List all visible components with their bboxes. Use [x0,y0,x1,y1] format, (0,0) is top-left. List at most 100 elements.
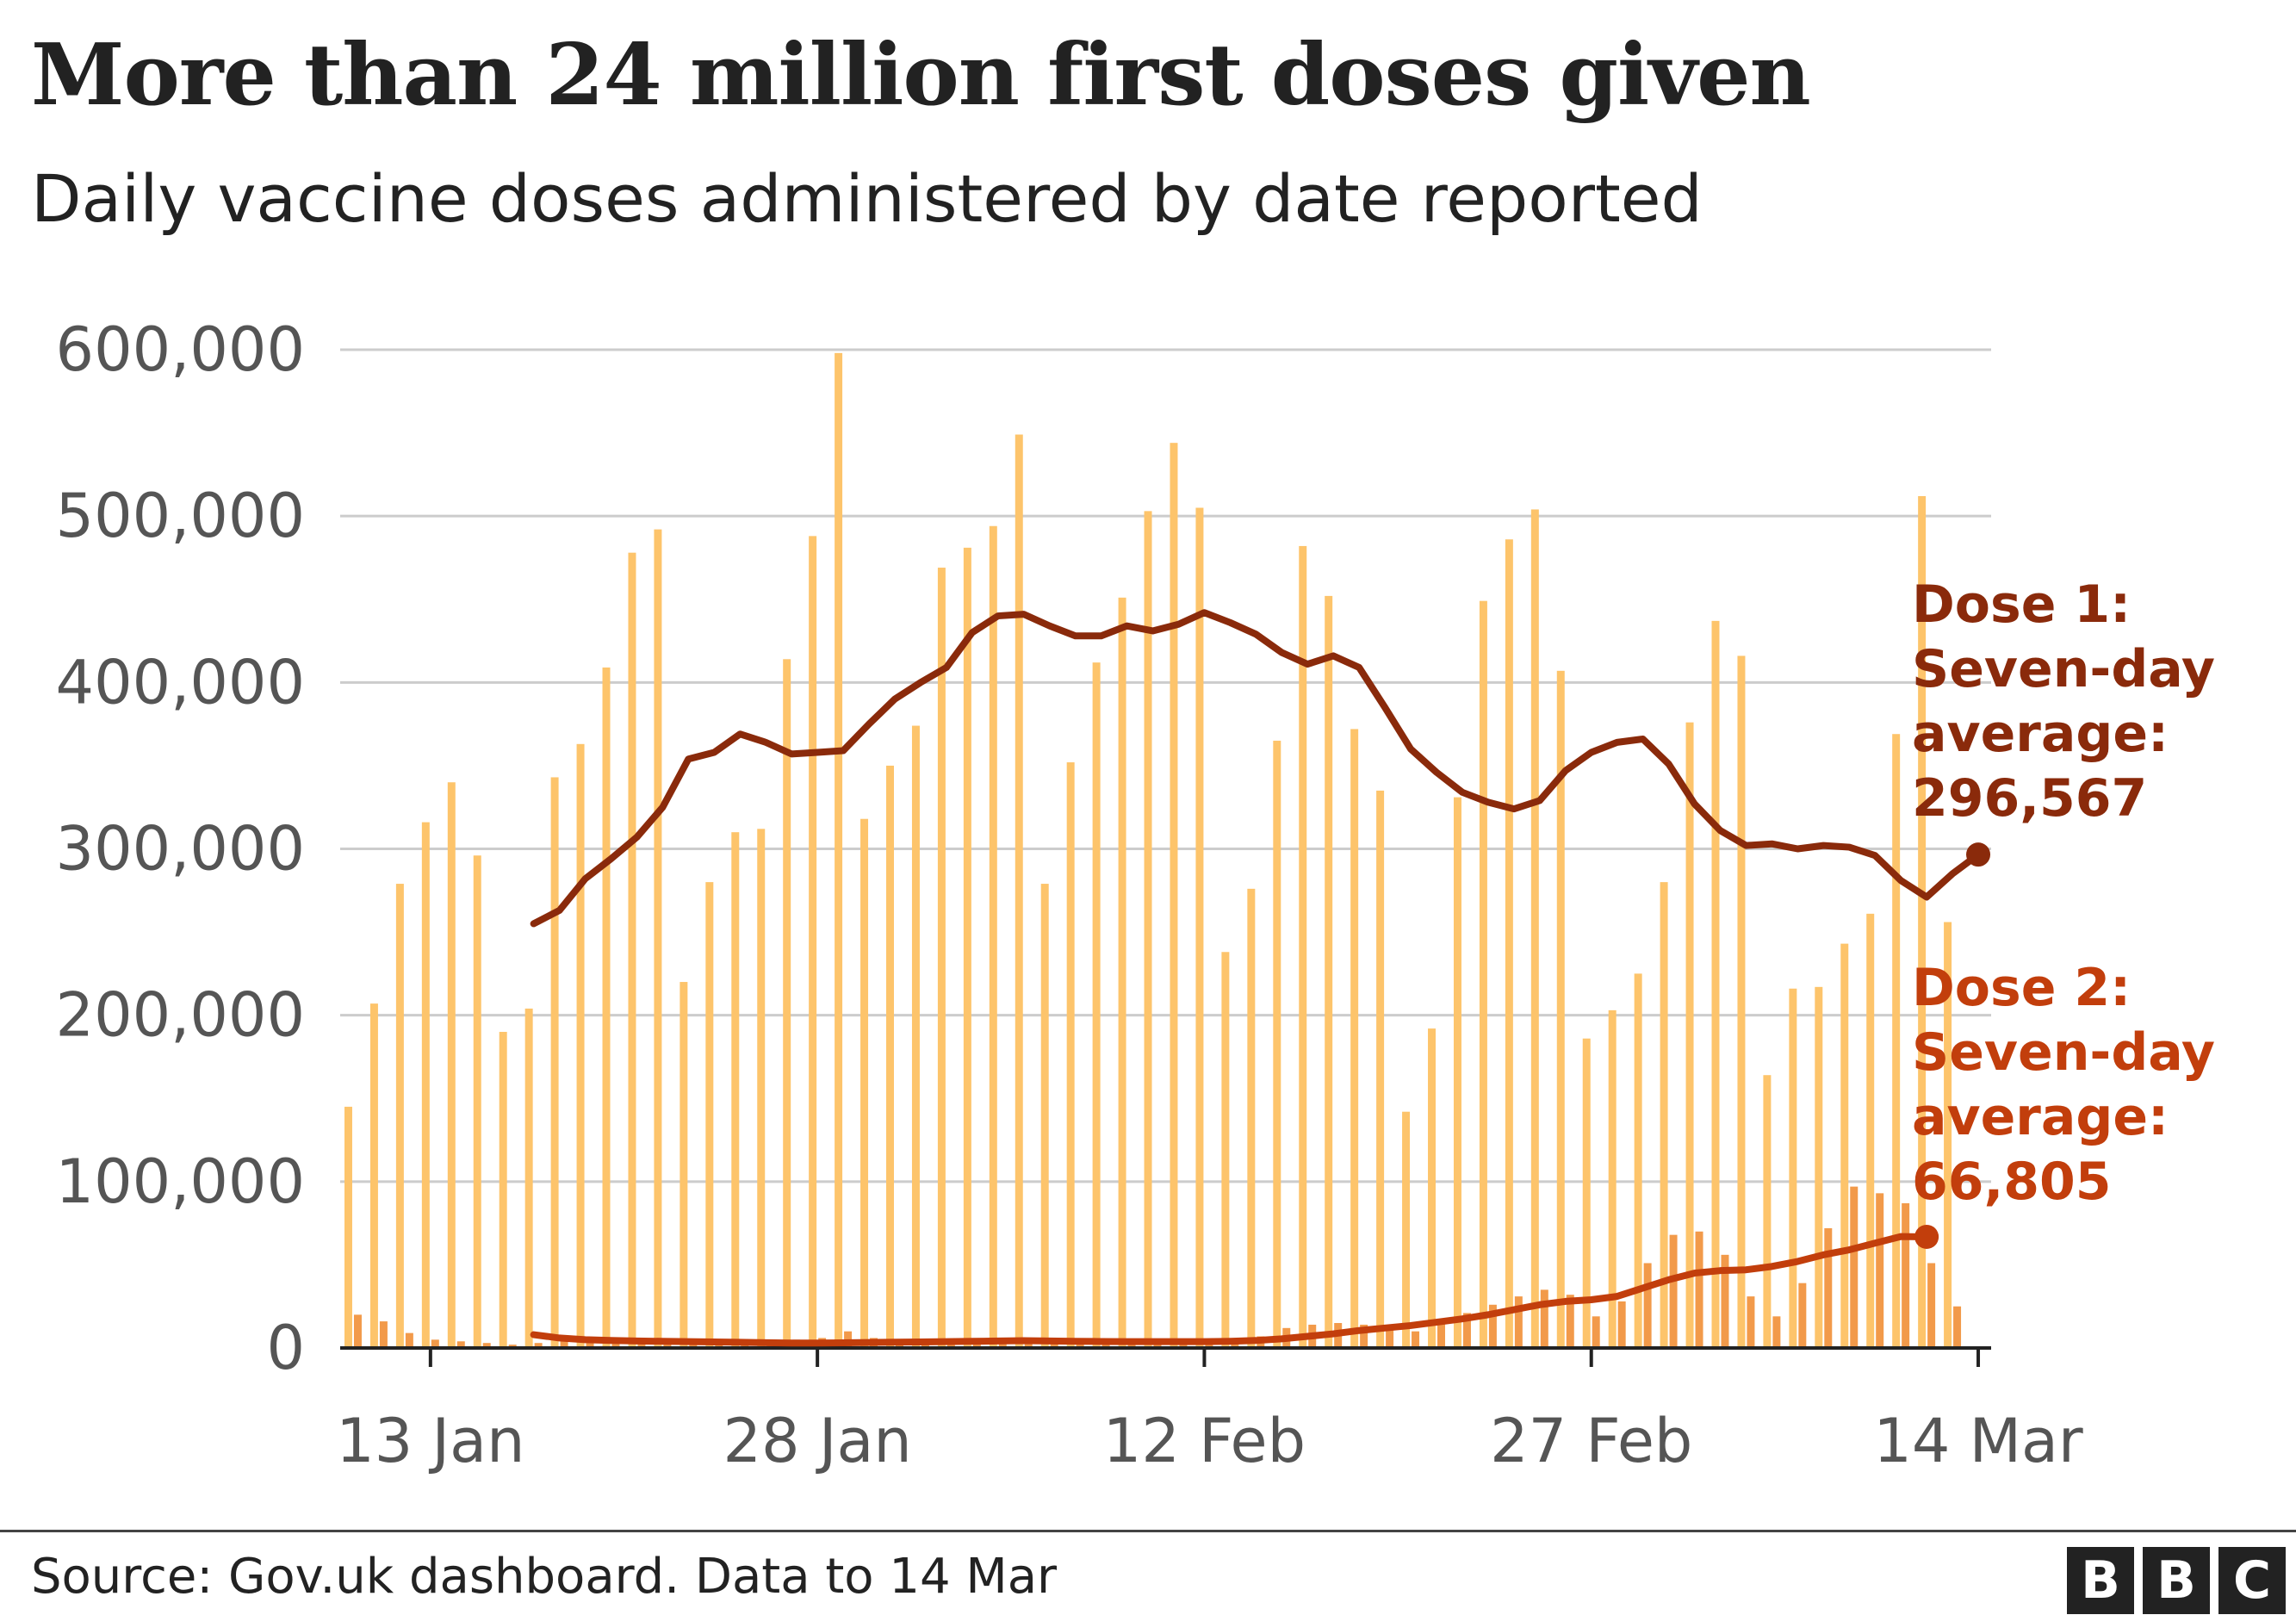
dose1-bar [1015,434,1023,1348]
label-line: Dose 1: [1912,575,2131,635]
dose1-bar [369,1003,378,1348]
dose1-bar [1892,734,1901,1348]
dose1-bar [1170,443,1178,1348]
dose2-bar [1953,1306,1962,1348]
dose1-bar [1530,509,1539,1348]
x-tick-label: 12 Feb [1103,1406,1306,1476]
logo-letter-b1: B [2067,1547,2134,1614]
dose1-bar [473,855,481,1348]
dose1-bar [963,547,971,1348]
dose1-bar [860,818,869,1348]
dose1-bar [937,568,946,1348]
dose1-bar [1737,655,1746,1348]
dose2-bar [1747,1296,1755,1348]
dose2-bar [1798,1283,1807,1348]
dose1-bar [1789,988,1797,1348]
dose1-bar [1866,913,1875,1348]
dose2-bar [1592,1316,1600,1348]
dose1-bar [911,725,920,1348]
dose2-label: Dose 2: Seven-day average: 66,805 [1912,958,2215,1212]
dose1-bar [1944,922,1952,1348]
footer-divider [0,1530,2296,1532]
y-tick-label: 200,000 [56,980,305,1051]
dose2-end-marker [1914,1224,1939,1249]
dose2-bar [1412,1331,1420,1348]
dose1-bar [757,829,766,1348]
dose1-bar [1556,670,1565,1348]
dose2-bar [1231,1341,1239,1348]
y-tick-label: 400,000 [56,647,305,717]
dose1-bar [1092,662,1101,1348]
dose1-bar [705,882,714,1348]
average-lines [530,609,1991,1347]
dose1-bar [576,743,585,1348]
dose1-bar [499,1031,507,1348]
dose2-bar [1695,1231,1703,1348]
dose1-bar [524,1008,533,1348]
label-line: 66,805 [1912,1152,2112,1212]
dose1-bar [783,659,791,1348]
dose2-bar [482,1343,491,1348]
dose2-bar [1488,1304,1497,1348]
dose1-bar [1918,495,1927,1348]
dose1-bar [679,982,688,1348]
dose1-label: Dose 1: Seven-day average: 296,567 [1912,575,2215,829]
dose1-bar [1582,1038,1591,1348]
dose1-bar [1144,511,1152,1348]
y-tick-label: 300,000 [56,814,305,885]
source-note: Source: Gov.uk dashboard. Data to 14 Mar [31,1549,1058,1605]
dose1-bar [344,1106,352,1348]
dose2-bar [1721,1254,1729,1348]
dose1-bar [1195,507,1204,1348]
bars [344,352,1962,1349]
x-tick-label: 28 Jan [723,1406,912,1476]
y-tick-label: 500,000 [56,481,305,551]
label-line: average: [1912,704,2169,764]
dose1-bar [1273,740,1281,1348]
dose1-bar [1428,1028,1437,1348]
label-line: 296,567 [1912,768,2147,829]
dose2-bar [1514,1296,1523,1348]
dose1-bar [1040,884,1049,1348]
dose1-bar [809,536,817,1348]
dose1-bar [1505,539,1513,1348]
dose1-bar [731,832,740,1348]
vaccine-doses-chart: 0 100,000 200,000 300,000 400,000 500,000 600,… [56,314,2216,1476]
dose1-bar [550,777,559,1348]
dose2-bar [534,1343,543,1348]
dose1-bar [1066,762,1075,1348]
dose2-bar [1540,1289,1548,1348]
dose2-bar [431,1339,439,1348]
label-line: Seven-day [1912,1022,2215,1083]
dose1-bar [602,667,611,1348]
dose2-bar [1850,1186,1859,1348]
dose1-bar [447,782,456,1348]
y-axis-labels: 0 100,000 200,000 300,000 400,000 500,000 600,… [56,314,305,1383]
logo-letter-c: C [2218,1547,2286,1614]
dose1-bar [654,529,662,1348]
dose2-bar [456,1341,465,1348]
dose1-bar [1118,597,1126,1348]
dose2-bar [1360,1324,1368,1348]
logo-letter-b2: B [2143,1547,2210,1614]
dose1-bar [1479,600,1487,1348]
x-tick-label: 27 Feb [1490,1406,1692,1476]
dose1-bar [1325,595,1333,1348]
dose2-average-line [530,1233,1931,1347]
chart-subtitle: Daily vaccine doses administered by date… [31,160,1703,237]
dose1-bar [886,765,894,1348]
dose1-bar [421,822,430,1348]
dose2-bar [1643,1263,1652,1348]
dose2-bar [1669,1234,1678,1348]
dose1-average-line [530,609,1983,928]
y-tick-label: 600,000 [56,314,305,385]
dose1-bar [1350,729,1359,1348]
dose1-bar [1711,620,1720,1348]
dose2-bar [379,1321,388,1348]
dose1-end-marker [1966,842,1991,867]
dose1-bar [1299,545,1307,1348]
dose2-bar [1050,1341,1058,1348]
label-line: Seven-day [1912,639,2215,699]
x-tick-label: 14 Mar [1873,1406,2083,1476]
